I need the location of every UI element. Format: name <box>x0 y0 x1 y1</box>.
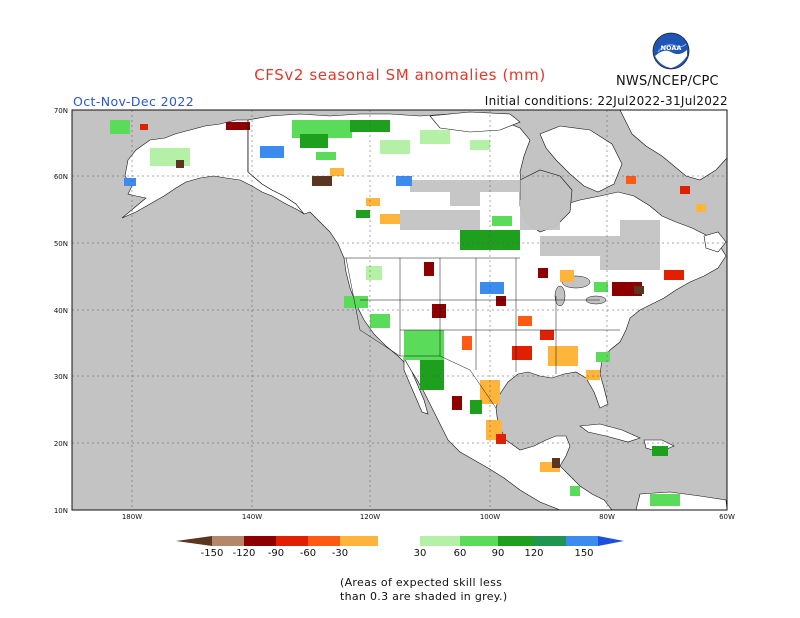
alaska-land <box>121 119 305 219</box>
legend-label: 120 <box>524 548 543 559</box>
agency-label: NWS/NCEP/CPC <box>616 74 719 89</box>
legend-label: 60 <box>454 548 467 559</box>
legend-swatch <box>498 536 534 546</box>
legend-label: -150 <box>201 548 224 559</box>
x-tick-label: 120W <box>360 513 380 521</box>
legend-label: -60 <box>300 548 316 559</box>
noaa-logo-icon: NOAA <box>652 32 690 70</box>
initial-conditions-label: Initial conditions: 22Jul2022-31Jul2022 <box>484 94 728 108</box>
map-title: CFSv2 seasonal SM anomalies (mm) <box>254 66 546 84</box>
y-tick-label: 30N <box>54 373 68 381</box>
x-tick-label: 100W <box>480 513 500 521</box>
legend-label: 150 <box>574 548 593 559</box>
y-tick-label: 70N <box>54 107 68 115</box>
skill-note-line: (Areas of expected skill less <box>340 576 503 589</box>
arctic-islands-land <box>429 111 521 133</box>
x-tick-label: 140W <box>242 513 262 521</box>
grey-skill-areas <box>400 180 660 270</box>
x-axis-ticks: 180W 140W 120W 100W 80W 60W <box>122 513 735 521</box>
logo-text: NOAA <box>661 44 682 52</box>
legend-swatch <box>460 536 498 546</box>
legend-label: -30 <box>332 548 348 559</box>
legend-right-arrow <box>598 536 624 546</box>
x-tick-label: 80W <box>599 513 615 521</box>
legend-label: 30 <box>414 548 427 559</box>
season-label: Oct-Nov-Dec 2022 <box>73 94 195 109</box>
legend-swatch <box>340 536 378 546</box>
y-axis-ticks: 70N 60N 50N 40N 30N 20N 10N <box>54 107 68 515</box>
cuba-land <box>579 423 641 443</box>
legend-swatch <box>308 536 340 546</box>
y-tick-label: 60N <box>54 173 68 181</box>
legend-left-arrow <box>176 536 212 546</box>
legend-label: -90 <box>268 548 284 559</box>
legend-swatch <box>378 536 420 546</box>
skill-note-line: than 0.3 are shaded in grey.) <box>340 590 508 603</box>
legend-label: 90 <box>492 548 505 559</box>
baja-california-land <box>403 356 429 415</box>
newfoundland-land <box>703 231 727 253</box>
legend-swatch <box>534 536 566 546</box>
legend-label: -120 <box>233 548 256 559</box>
skill-note: (Areas of expected skill less than 0.3 a… <box>340 576 540 604</box>
legend-swatch <box>244 536 276 546</box>
y-tick-label: 10N <box>54 507 68 515</box>
map-frame <box>71 109 728 511</box>
legend-swatch <box>212 536 244 546</box>
legend-swatch <box>566 536 598 546</box>
baffin-island-land <box>539 125 623 193</box>
state-borders <box>247 120 620 409</box>
y-tick-label: 40N <box>54 307 68 315</box>
x-tick-label: 60W <box>719 513 735 521</box>
y-tick-label: 50N <box>54 240 68 248</box>
legend-swatch <box>420 536 460 546</box>
x-tick-label: 180W <box>122 513 142 521</box>
anomaly-cells <box>110 120 706 506</box>
legend-swatch <box>276 536 308 546</box>
graticule <box>72 110 727 510</box>
y-tick-label: 20N <box>54 440 68 448</box>
